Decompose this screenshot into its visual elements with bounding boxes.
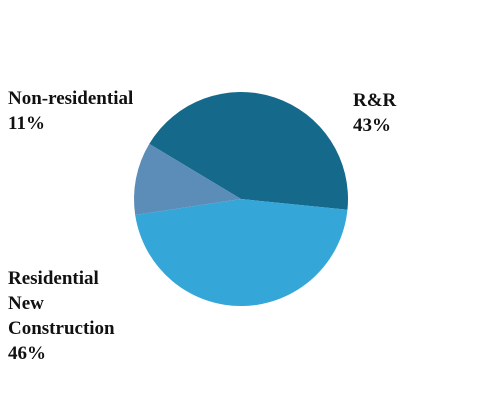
label-rr: R&R 43% xyxy=(353,88,396,138)
label-residential-line3: Construction xyxy=(8,318,115,339)
label-non-residential: Non-residential 11% xyxy=(8,86,133,136)
label-residential-line2: New xyxy=(8,293,44,314)
label-residential-percent: 46% xyxy=(8,343,46,364)
slice-non-residential xyxy=(133,143,241,215)
label-rr-percent: 43% xyxy=(353,115,391,136)
label-residential-new-construction: Residential New Construction 46% xyxy=(8,266,115,366)
slice-residential-new-construction xyxy=(135,199,348,307)
label-rr-name: R&R xyxy=(353,90,397,111)
label-residential-line1: Residential xyxy=(8,268,99,289)
label-non-residential-percent: 11% xyxy=(8,113,45,134)
slice-rr xyxy=(149,91,348,210)
label-non-residential-name: Non-residential xyxy=(8,88,134,109)
